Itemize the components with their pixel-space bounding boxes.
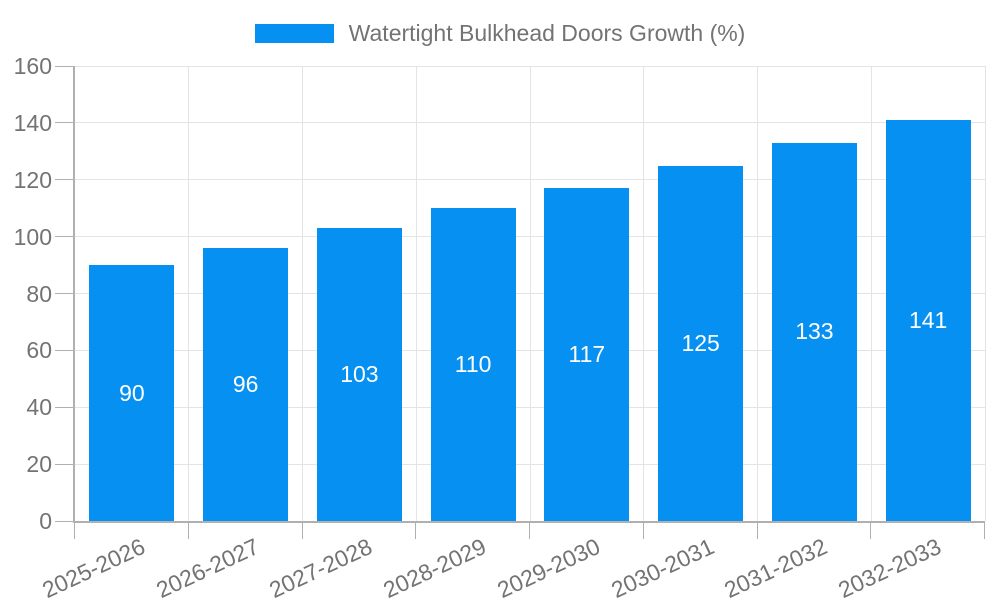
x-tick-label: 2031-2032 [520, 533, 832, 600]
x-tick-label: 2029-2030 [293, 533, 604, 600]
chart-legend[interactable]: Watertight Bulkhead Doors Growth (%) [0, 20, 1000, 47]
bar-value-label: 90 [119, 379, 145, 406]
x-gridline [757, 66, 758, 521]
x-tick [187, 521, 189, 539]
x-tick-label: 2030-2031 [407, 533, 718, 600]
y-tick-label: 20 [26, 451, 52, 478]
x-tick-label: 2026-2027 [0, 533, 263, 600]
x-gridline [415, 66, 417, 521]
y-tick [55, 520, 73, 522]
bar: 103 [316, 228, 402, 521]
x-gridline [984, 66, 986, 521]
x-tick-label-text: 2032-2033 [834, 533, 946, 600]
x-tick-label-text: 2029-2030 [493, 533, 604, 600]
y-tick [55, 463, 73, 465]
x-gridline [870, 66, 872, 521]
bar: 141 [885, 120, 971, 521]
x-tick-label-text: 2025-2026 [38, 533, 149, 600]
bar-value-label: 110 [454, 351, 492, 378]
bar: 96 [203, 248, 289, 521]
x-gridline [188, 66, 190, 521]
x-tick [984, 521, 985, 539]
legend-swatch [254, 24, 334, 43]
x-tick-label-text: 2028-2029 [379, 533, 491, 600]
x-tick [415, 521, 417, 539]
x-tick-label: 2025-2026 [0, 533, 149, 600]
plot-area: 0 20 40 60 80 100 120 140 160 90 2025-2026 96 2026-2… [14, 53, 986, 600]
bar: 133 [771, 142, 857, 521]
x-tick [529, 521, 530, 539]
x-tick-label-text: 2030-2031 [606, 533, 718, 600]
y-tick [55, 406, 73, 408]
legend-label: Watertight Bulkhead Doors Growth (%) [348, 20, 746, 46]
y-tick [55, 293, 73, 294]
x-tick [301, 521, 303, 539]
bar: 110 [430, 208, 516, 521]
bar: 125 [658, 165, 744, 521]
y-tick [55, 179, 73, 181]
bar: 90 [89, 265, 175, 521]
y-tick-label: 100 [13, 223, 52, 250]
y-tick-label: 140 [13, 109, 52, 136]
y-tick-label: 40 [26, 394, 52, 421]
x-tick-label-text: 2026-2027 [151, 533, 263, 600]
y-tick-label: 60 [26, 337, 52, 364]
x-gridline [302, 66, 303, 521]
x-tick [756, 521, 758, 539]
x-tick-label: 2028-2029 [179, 533, 490, 600]
bar-value-label: 117 [568, 341, 606, 368]
x-tick [870, 521, 872, 539]
bar-value-label: 96 [232, 371, 259, 397]
y-tick-label: 80 [26, 280, 52, 307]
y-tick-label: 120 [13, 166, 52, 193]
bar: 117 [544, 188, 630, 521]
y-tick [55, 236, 73, 238]
y-tick [55, 65, 73, 67]
y-tick-label: 0 [39, 508, 52, 534]
y-tick-label: 160 [13, 53, 52, 79]
x-gridline [529, 66, 531, 521]
bar-value-label: 103 [340, 361, 379, 388]
x-tick-label-text: 2027-2028 [265, 533, 377, 600]
bar-value-label: 125 [681, 329, 720, 356]
y-tick [55, 122, 73, 124]
x-tick-label: 2027-2028 [65, 533, 377, 600]
y-tick [55, 349, 73, 351]
x-tick-label-text: 2031-2032 [720, 533, 832, 600]
x-tick [642, 521, 644, 539]
bar-value-label: 133 [795, 318, 834, 345]
x-tick-label: 2032-2033 [634, 533, 945, 600]
x-gridline [643, 66, 645, 521]
bar-value-label: 141 [908, 307, 948, 334]
x-tick [74, 521, 75, 539]
